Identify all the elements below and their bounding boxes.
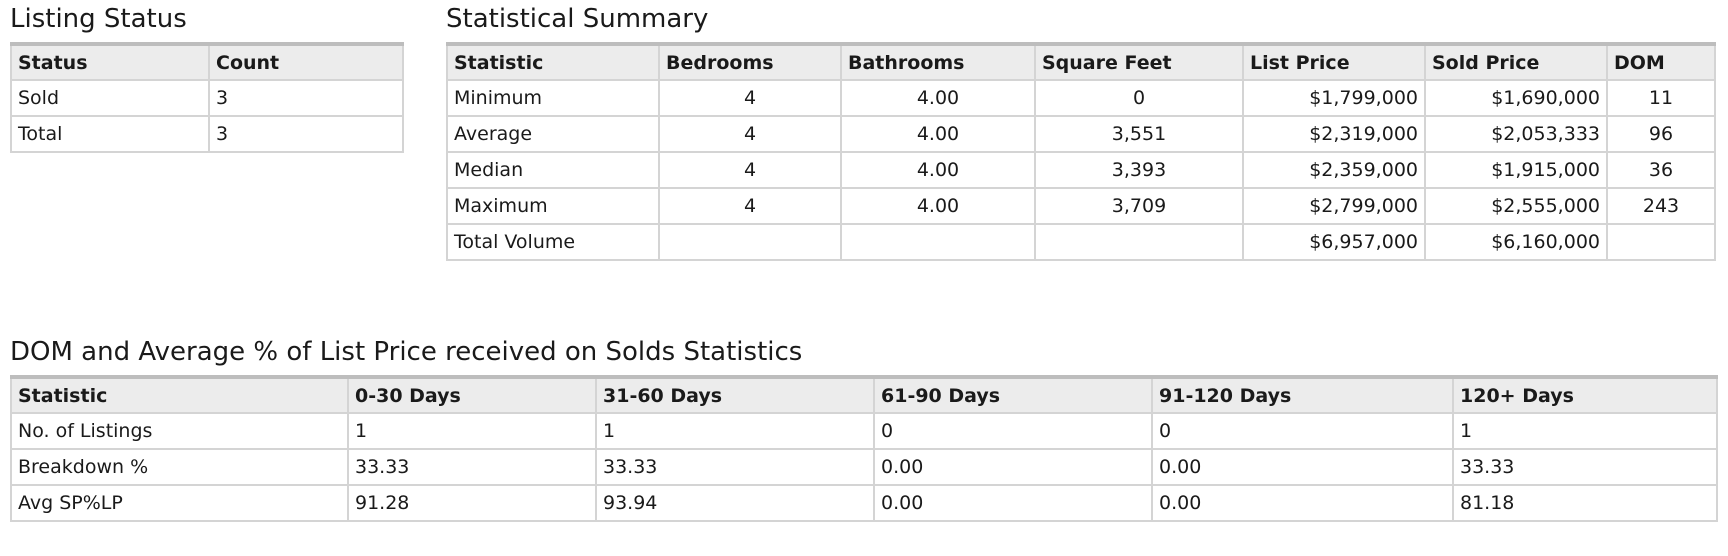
table-row: Total 3: [10, 115, 404, 153]
column-header-dom: DOM: [1606, 43, 1716, 81]
table-header-row: Statistic 0-30 Days 31-60 Days 61-90 Day…: [10, 376, 1718, 414]
bedrooms-cell: 4: [658, 151, 842, 189]
sold-price-cell: $6,160,000: [1424, 223, 1608, 261]
statistical-summary-title: Statistical Summary: [446, 4, 709, 34]
square-feet-cell: 3,709: [1034, 187, 1244, 225]
statistic-cell: Maximum: [446, 187, 660, 225]
column-header-91-120-days: 91-120 Days: [1151, 376, 1454, 414]
table-row: Median 4 4.00 3,393 $2,359,000 $1,915,00…: [446, 151, 1716, 189]
table-row: Maximum 4 4.00 3,709 $2,799,000 $2,555,0…: [446, 187, 1716, 225]
statistical-summary-table: Statistic Bedrooms Bathrooms Square Feet…: [446, 42, 1716, 261]
value-cell: 0: [873, 412, 1153, 450]
value-cell: 1: [347, 412, 597, 450]
table-row: Average 4 4.00 3,551 $2,319,000 $2,053,3…: [446, 115, 1716, 153]
listing-status-table: Status Count Sold 3 Total 3: [10, 42, 404, 153]
dom-cell: 11: [1606, 79, 1716, 117]
value-cell: 93.94: [595, 484, 875, 522]
list-price-cell: $2,799,000: [1242, 187, 1426, 225]
bedrooms-cell: [658, 223, 842, 261]
statistic-cell: Avg SP%LP: [10, 484, 349, 522]
bedrooms-cell: 4: [658, 79, 842, 117]
dom-cell: 96: [1606, 115, 1716, 153]
dom-statistics-section: DOM and Average % of List Price received…: [10, 337, 1718, 522]
dom-statistics-title: DOM and Average % of List Price received…: [10, 337, 803, 367]
table-header-row: Status Count: [10, 43, 404, 81]
sold-price-cell: $1,690,000: [1424, 79, 1608, 117]
statistical-summary-section: Statistical Summary Statistic Bedrooms B…: [446, 4, 1716, 261]
value-cell: 1: [595, 412, 875, 450]
column-header-31-60-days: 31-60 Days: [595, 376, 875, 414]
bathrooms-cell: 4.00: [840, 79, 1036, 117]
value-cell: 91.28: [347, 484, 597, 522]
column-header-bedrooms: Bedrooms: [658, 43, 842, 81]
status-cell: Sold: [10, 79, 210, 117]
value-cell: 0.00: [873, 448, 1153, 486]
statistic-cell: Total Volume: [446, 223, 660, 261]
bathrooms-cell: 4.00: [840, 151, 1036, 189]
listing-status-title: Listing Status: [10, 4, 187, 34]
count-cell: 3: [208, 79, 404, 117]
value-cell: 0.00: [1151, 448, 1454, 486]
value-cell: 0.00: [873, 484, 1153, 522]
statistic-cell: Median: [446, 151, 660, 189]
square-feet-cell: 3,551: [1034, 115, 1244, 153]
column-header-sold-price: Sold Price: [1424, 43, 1608, 81]
column-header-count: Count: [208, 43, 404, 81]
table-header-row: Statistic Bedrooms Bathrooms Square Feet…: [446, 43, 1716, 81]
value-cell: 0.00: [1151, 484, 1454, 522]
table-row: No. of Listings 1 1 0 0 1: [10, 412, 1718, 450]
statistic-cell: Average: [446, 115, 660, 153]
listing-status-section: Listing Status Status Count Sold 3 Total…: [10, 4, 404, 153]
dom-cell: 36: [1606, 151, 1716, 189]
table-row: Avg SP%LP 91.28 93.94 0.00 0.00 81.18: [10, 484, 1718, 522]
value-cell: 33.33: [1452, 448, 1718, 486]
bathrooms-cell: 4.00: [840, 187, 1036, 225]
sold-price-cell: $2,555,000: [1424, 187, 1608, 225]
value-cell: 33.33: [595, 448, 875, 486]
table-row: Total Volume $6,957,000 $6,160,000: [446, 223, 1716, 261]
table-row: Minimum 4 4.00 0 $1,799,000 $1,690,000 1…: [446, 79, 1716, 117]
dom-cell: [1606, 223, 1716, 261]
square-feet-cell: 3,393: [1034, 151, 1244, 189]
table-row: Breakdown % 33.33 33.33 0.00 0.00 33.33: [10, 448, 1718, 486]
statistic-cell: Minimum: [446, 79, 660, 117]
statistic-cell: No. of Listings: [10, 412, 349, 450]
column-header-61-90-days: 61-90 Days: [873, 376, 1153, 414]
column-header-statistic: Statistic: [10, 376, 349, 414]
dom-cell: 243: [1606, 187, 1716, 225]
dom-statistics-table: Statistic 0-30 Days 31-60 Days 61-90 Day…: [10, 375, 1718, 522]
sold-price-cell: $1,915,000: [1424, 151, 1608, 189]
statistic-cell: Breakdown %: [10, 448, 349, 486]
bedrooms-cell: 4: [658, 115, 842, 153]
square-feet-cell: 0: [1034, 79, 1244, 117]
value-cell: 81.18: [1452, 484, 1718, 522]
count-cell: 3: [208, 115, 404, 153]
square-feet-cell: [1034, 223, 1244, 261]
bathrooms-cell: 4.00: [840, 115, 1036, 153]
list-price-cell: $6,957,000: [1242, 223, 1426, 261]
value-cell: 1: [1452, 412, 1718, 450]
list-price-cell: $1,799,000: [1242, 79, 1426, 117]
table-row: Sold 3: [10, 79, 404, 117]
bedrooms-cell: 4: [658, 187, 842, 225]
column-header-status: Status: [10, 43, 210, 81]
column-header-statistic: Statistic: [446, 43, 660, 81]
column-header-bathrooms: Bathrooms: [840, 43, 1036, 81]
status-cell: Total: [10, 115, 210, 153]
column-header-0-30-days: 0-30 Days: [347, 376, 597, 414]
sold-price-cell: $2,053,333: [1424, 115, 1608, 153]
list-price-cell: $2,319,000: [1242, 115, 1426, 153]
list-price-cell: $2,359,000: [1242, 151, 1426, 189]
column-header-list-price: List Price: [1242, 43, 1426, 81]
value-cell: 33.33: [347, 448, 597, 486]
value-cell: 0: [1151, 412, 1454, 450]
column-header-120-plus-days: 120+ Days: [1452, 376, 1718, 414]
bathrooms-cell: [840, 223, 1036, 261]
column-header-square-feet: Square Feet: [1034, 43, 1244, 81]
